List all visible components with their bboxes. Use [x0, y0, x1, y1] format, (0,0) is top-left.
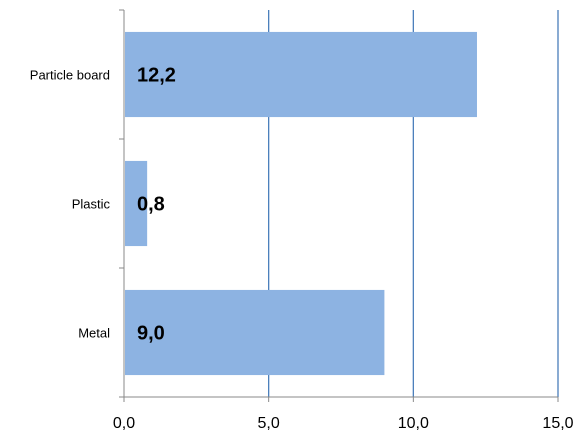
axes — [119, 9, 559, 402]
x-tick-label-3: 15,0 — [542, 415, 573, 432]
data-label-1: 0,8 — [137, 194, 165, 216]
bars — [125, 31, 477, 376]
category-label-2: Metal — [78, 326, 110, 341]
bar-2 — [125, 289, 385, 376]
x-tick-label-2: 10,0 — [398, 415, 429, 432]
x-tick-label-0: 0,0 — [113, 415, 135, 432]
data-label-2: 9,0 — [137, 323, 165, 345]
labels: 0,0 5,0 10,0 15,0 Particle board Plastic Metal… — [30, 65, 574, 433]
bar-1 — [125, 160, 148, 247]
category-label-0: Particle board — [30, 68, 110, 83]
category-label-1: Plastic — [72, 197, 111, 212]
bar-0 — [125, 31, 477, 118]
x-tick-label-1: 5,0 — [258, 415, 280, 432]
data-label-0: 12,2 — [137, 65, 176, 87]
